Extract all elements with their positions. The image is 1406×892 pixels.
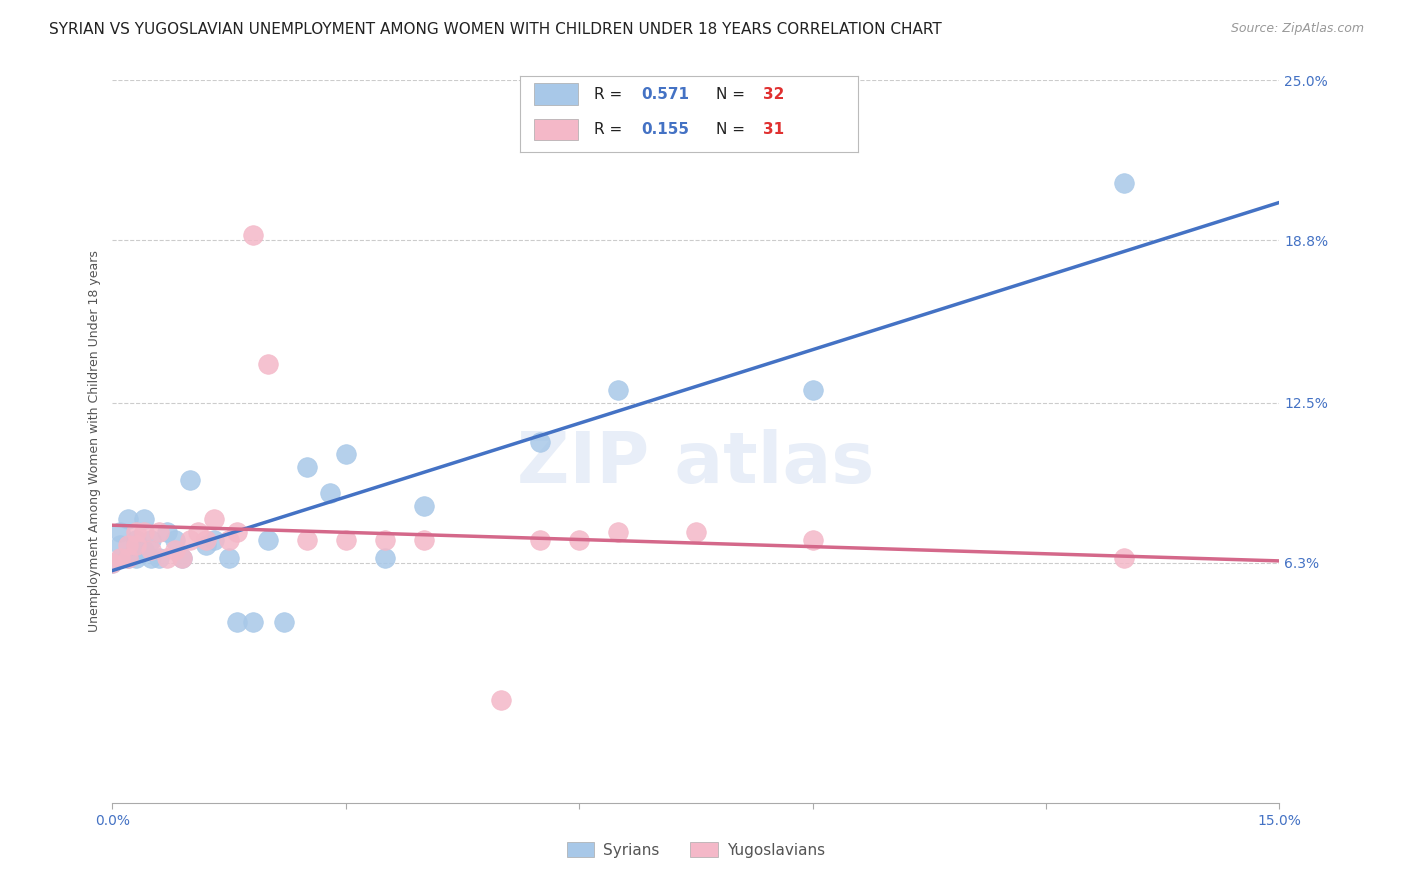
Point <box>242 615 264 630</box>
Text: N =: N = <box>716 87 749 102</box>
FancyBboxPatch shape <box>534 84 578 104</box>
Point <box>801 533 824 547</box>
Point <box>125 524 148 539</box>
Point <box>125 538 148 552</box>
Point <box>273 615 295 630</box>
Text: 0.155: 0.155 <box>641 122 690 137</box>
Point <box>194 538 217 552</box>
Point <box>172 550 194 565</box>
Point <box>187 524 209 539</box>
Point <box>117 512 139 526</box>
Point <box>335 533 357 547</box>
Point <box>132 524 155 539</box>
Text: R =: R = <box>595 87 627 102</box>
Point <box>117 550 139 565</box>
Point <box>202 512 225 526</box>
Point <box>110 550 132 565</box>
Point <box>132 512 155 526</box>
Point <box>226 524 249 539</box>
Point <box>295 460 318 475</box>
Point <box>110 524 132 539</box>
Point <box>101 556 124 570</box>
Point <box>491 692 513 706</box>
Point <box>218 550 240 565</box>
Point <box>412 499 434 513</box>
Point <box>607 383 630 397</box>
Point <box>194 533 217 547</box>
Point <box>1112 550 1135 565</box>
Point <box>529 533 551 547</box>
Y-axis label: Unemployment Among Women with Children Under 18 years: Unemployment Among Women with Children U… <box>89 251 101 632</box>
Text: 31: 31 <box>763 122 785 137</box>
Point <box>125 533 148 547</box>
Point <box>172 550 194 565</box>
Point <box>374 533 396 547</box>
Point <box>685 524 707 539</box>
Point <box>101 556 124 570</box>
Point <box>529 434 551 449</box>
Text: N =: N = <box>716 122 749 137</box>
Point <box>141 533 163 547</box>
Point <box>132 542 155 557</box>
Point <box>568 533 591 547</box>
Point <box>125 550 148 565</box>
FancyBboxPatch shape <box>534 119 578 140</box>
Point <box>257 533 280 547</box>
Point <box>607 524 630 539</box>
Text: R =: R = <box>595 122 627 137</box>
Point <box>412 533 434 547</box>
Point <box>295 533 318 547</box>
Text: 0.571: 0.571 <box>641 87 690 102</box>
Point <box>117 550 139 565</box>
Point <box>117 538 139 552</box>
Text: Source: ZipAtlas.com: Source: ZipAtlas.com <box>1230 22 1364 36</box>
Point <box>163 533 186 547</box>
Point <box>242 228 264 243</box>
Point <box>148 524 170 539</box>
Point <box>319 486 342 500</box>
Point <box>257 357 280 371</box>
Point <box>141 550 163 565</box>
Point <box>218 533 240 547</box>
Point <box>801 383 824 397</box>
Point <box>156 550 179 565</box>
Point <box>179 473 201 487</box>
Text: ZIP atlas: ZIP atlas <box>517 429 875 498</box>
Point <box>163 542 186 557</box>
Point <box>1112 177 1135 191</box>
Point <box>156 524 179 539</box>
Point <box>141 542 163 557</box>
Legend: Syrians, Yugoslavians: Syrians, Yugoslavians <box>561 836 831 863</box>
Point <box>179 533 201 547</box>
Point <box>148 550 170 565</box>
Point <box>202 533 225 547</box>
Text: SYRIAN VS YUGOSLAVIAN UNEMPLOYMENT AMONG WOMEN WITH CHILDREN UNDER 18 YEARS CORR: SYRIAN VS YUGOSLAVIAN UNEMPLOYMENT AMONG… <box>49 22 942 37</box>
Point <box>110 538 132 552</box>
Text: 32: 32 <box>763 87 785 102</box>
Point <box>374 550 396 565</box>
Point <box>335 447 357 461</box>
Point <box>226 615 249 630</box>
